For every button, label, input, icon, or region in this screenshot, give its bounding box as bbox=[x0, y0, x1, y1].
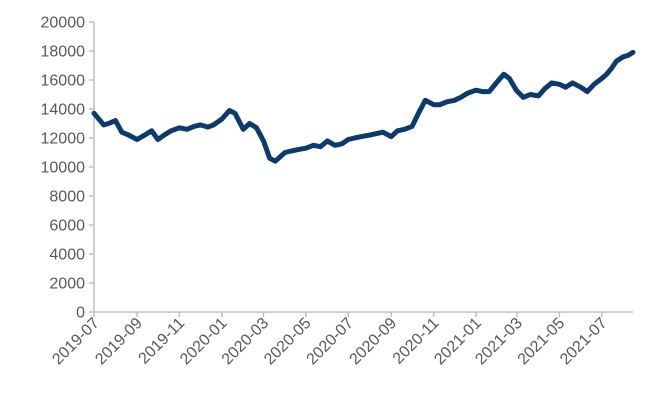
x-tick-label: 2019-07 bbox=[49, 315, 103, 369]
y-tick-label: 6000 bbox=[49, 218, 85, 235]
y-tick-label: 18000 bbox=[41, 44, 86, 61]
plot-series bbox=[91, 49, 636, 164]
x-tick-label: 2020-07 bbox=[304, 315, 358, 369]
x-axis: 2019-072019-092019-112020-012020-032020-… bbox=[49, 311, 633, 369]
y-axis: 0 2000 4000 6000 8000 10000 12000 14000 16000 180… bbox=[41, 15, 95, 322]
x-tick-label: 2020-09 bbox=[347, 315, 401, 369]
x-tick-label: 2019-09 bbox=[92, 315, 146, 369]
x-tick-label: 2021-07 bbox=[557, 315, 611, 369]
y-tick-label: 20000 bbox=[41, 15, 86, 32]
series-line bbox=[91, 49, 636, 164]
y-tick-label: 2000 bbox=[49, 276, 85, 293]
y-tick-label: 16000 bbox=[41, 73, 86, 90]
y-tick-label: 14000 bbox=[41, 102, 86, 119]
y-tick-label: 12000 bbox=[41, 131, 86, 148]
y-tick-label: 10000 bbox=[41, 160, 86, 177]
y-tick-label: 4000 bbox=[49, 247, 85, 264]
y-tick-label: 8000 bbox=[49, 189, 85, 206]
y-tick-label: 0 bbox=[76, 305, 85, 322]
